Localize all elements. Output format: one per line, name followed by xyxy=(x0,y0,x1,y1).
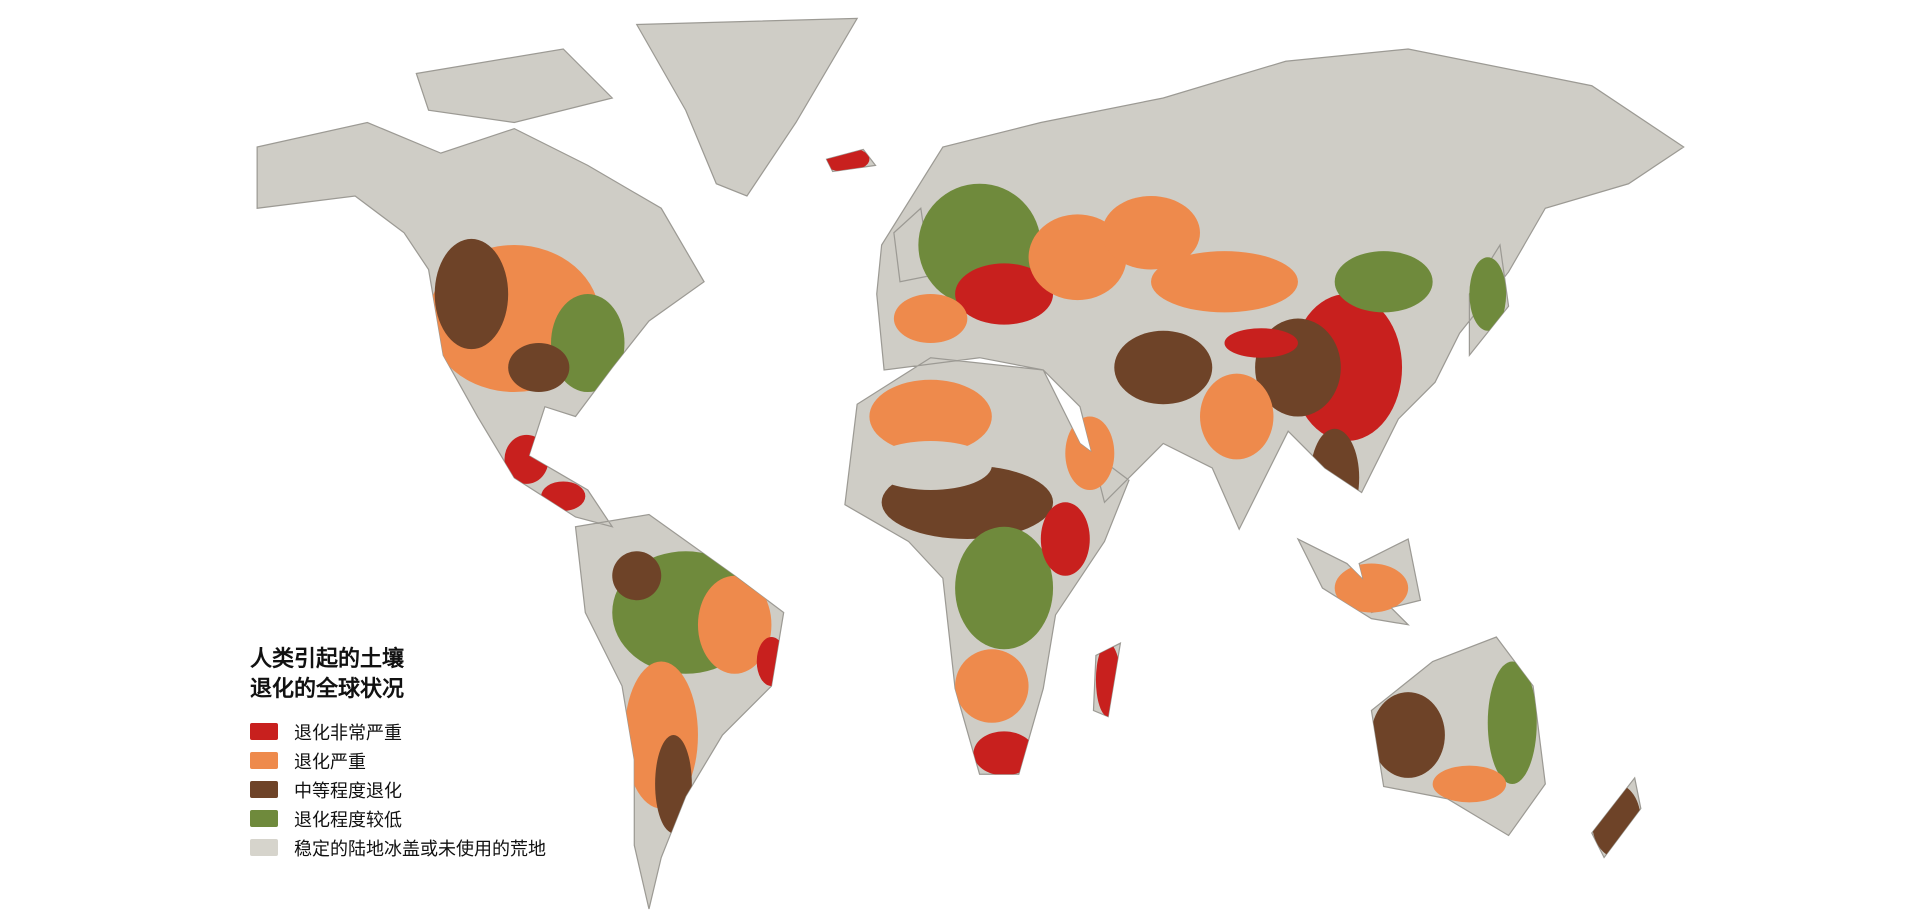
legend-item-very-severe: 退化非常严重 xyxy=(250,717,546,746)
legend-title-line2: 退化的全球状况 xyxy=(250,677,405,702)
legend-item-moderate: 中等程度退化 xyxy=(250,775,546,804)
legend-item-stable: 稳定的陆地冰盖或未使用的荒地 xyxy=(250,833,546,862)
legend-swatch xyxy=(250,723,278,740)
legend-swatch xyxy=(250,839,278,856)
legend-title-line1: 人类引起的土壤 xyxy=(250,647,405,672)
legend-label: 退化严重 xyxy=(294,751,366,773)
legend-item-severe: 退化严重 xyxy=(250,746,546,775)
legend-label: 稳定的陆地冰盖或未使用的荒地 xyxy=(294,838,546,860)
legend-label: 退化非常严重 xyxy=(294,722,402,744)
legend-swatch xyxy=(250,752,278,769)
degradation-regions xyxy=(428,147,1641,858)
legend-label: 退化程度较低 xyxy=(294,809,402,831)
legend-swatch xyxy=(250,781,278,798)
legend-label: 中等程度退化 xyxy=(294,780,402,802)
legend-swatch xyxy=(250,810,278,827)
legend-item-low: 退化程度较低 xyxy=(250,804,546,833)
map-legend: 人类引起的土壤 退化的全球状况 退化非常严重 退化严重 中等程度退化 退化程度较… xyxy=(250,645,546,862)
